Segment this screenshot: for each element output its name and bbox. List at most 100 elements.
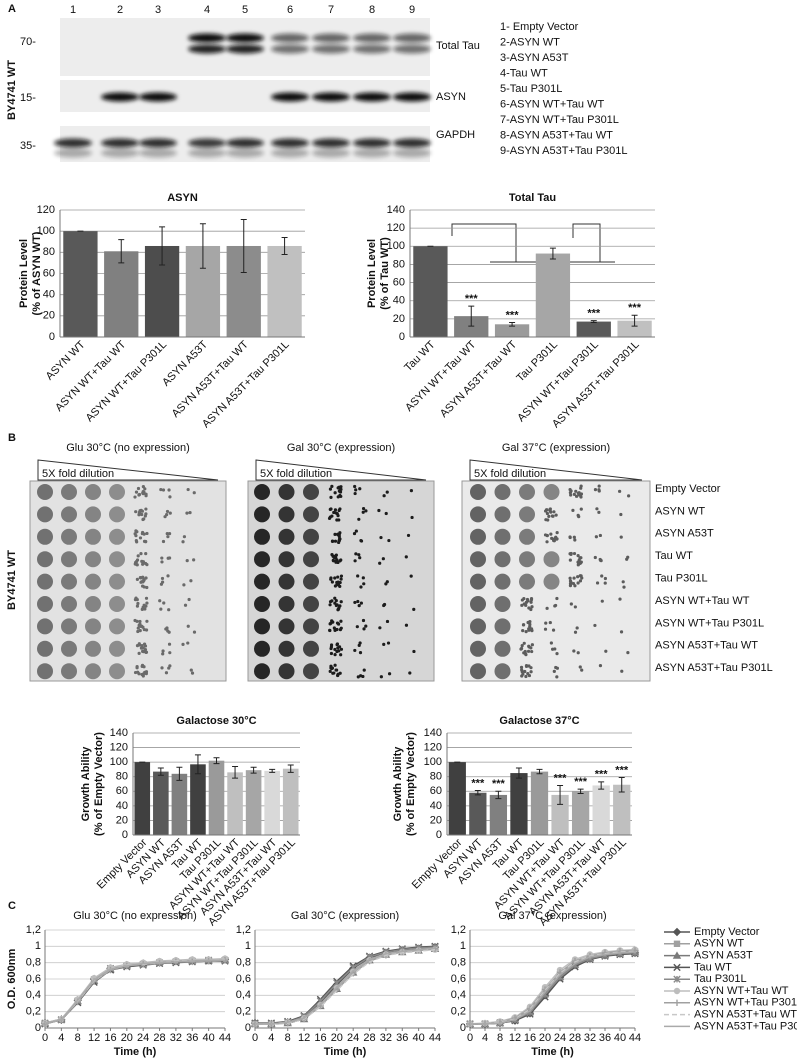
colony	[361, 510, 365, 514]
colony	[593, 488, 598, 492]
colony	[545, 540, 549, 544]
band	[271, 148, 309, 158]
band	[226, 33, 264, 43]
colony	[353, 559, 357, 563]
spot	[303, 618, 319, 635]
spot	[519, 551, 535, 568]
colony	[160, 666, 164, 670]
y-tick-label: 80	[43, 246, 55, 258]
colony	[167, 608, 171, 612]
colony	[332, 626, 336, 630]
colony	[137, 651, 141, 655]
y-tick-label: 0	[436, 829, 442, 841]
colony	[187, 597, 191, 602]
colony	[336, 495, 340, 499]
colony	[361, 618, 366, 623]
error-bar	[159, 226, 166, 266]
colony	[521, 629, 525, 633]
colony	[337, 622, 341, 626]
colony	[145, 601, 149, 605]
colony	[336, 673, 340, 678]
bar	[267, 245, 302, 337]
x-tick-label: 20	[539, 1032, 551, 1044]
x-tick-label: ASYN A53T+Tau P301L	[200, 339, 292, 431]
colony	[331, 559, 336, 563]
colony	[554, 603, 558, 608]
colony	[353, 491, 357, 496]
colony	[164, 671, 169, 675]
series-line	[44, 960, 225, 1025]
spot	[303, 596, 319, 612]
spot	[37, 618, 53, 635]
y-tick-label: 80	[116, 771, 128, 783]
band	[188, 148, 226, 158]
spot	[109, 596, 125, 612]
band	[393, 44, 431, 54]
colony	[329, 507, 333, 511]
colony	[333, 539, 338, 543]
spot	[37, 506, 53, 523]
colony	[338, 531, 342, 535]
series-line	[255, 948, 436, 1025]
colony	[552, 539, 556, 543]
y-tick-label: 0	[245, 1022, 251, 1034]
colony	[574, 494, 579, 498]
spot	[254, 484, 270, 500]
y-tick-label: 0,4	[451, 989, 466, 1001]
colony	[579, 484, 583, 488]
spot	[254, 506, 270, 523]
colony	[165, 532, 169, 536]
y-axis-label: (% of Empty Vector)	[93, 732, 105, 836]
colony	[526, 671, 530, 676]
colony	[379, 535, 383, 540]
colony	[404, 555, 408, 559]
spot	[494, 484, 511, 500]
spot	[61, 663, 77, 680]
bracket	[565, 223, 615, 263]
colony	[165, 626, 169, 630]
spot	[494, 618, 511, 635]
colony	[167, 556, 172, 560]
error-bar	[577, 788, 584, 794]
colony	[547, 514, 551, 518]
spot	[519, 528, 535, 545]
colony	[356, 574, 360, 578]
series-line	[254, 946, 436, 1025]
lane-key: 2-ASYN WT	[500, 36, 560, 48]
lane-key: 5-Tau P301L	[500, 83, 562, 95]
colony	[141, 517, 145, 522]
band	[139, 92, 177, 102]
x-tick-label: ASYN A53T+Tau P301L	[550, 339, 642, 431]
spot	[61, 551, 77, 568]
bar	[571, 791, 590, 835]
legend-marker	[673, 987, 681, 995]
colony	[136, 486, 141, 491]
blot-label: GAPDH	[436, 129, 475, 141]
colony	[167, 642, 172, 646]
bar	[576, 321, 611, 337]
colony	[593, 623, 597, 628]
spot	[494, 596, 511, 612]
colony	[339, 619, 343, 623]
colony	[159, 607, 163, 611]
spot	[543, 573, 560, 590]
y-axis-label: O.D. 600nm	[6, 949, 18, 1010]
colony	[189, 668, 193, 672]
colony	[140, 580, 144, 584]
y-tick-label: 60	[116, 785, 128, 797]
bar	[282, 768, 299, 835]
colony	[595, 507, 599, 511]
y-tick-label: 40	[116, 800, 128, 812]
series-line	[44, 959, 225, 1024]
y-tick-label: 1	[245, 940, 251, 952]
lane-number: 8	[369, 4, 375, 16]
colony	[334, 559, 338, 563]
colony	[410, 515, 414, 520]
colony	[145, 585, 149, 590]
chart-title: Glu 30°C (no expression)	[73, 910, 197, 922]
y-axis-label: (% of Tau WT)	[379, 237, 391, 310]
colony	[336, 580, 340, 584]
legend-label: ASYN WT+Tau WT	[694, 985, 789, 997]
x-tick-label: 12	[298, 1032, 310, 1044]
